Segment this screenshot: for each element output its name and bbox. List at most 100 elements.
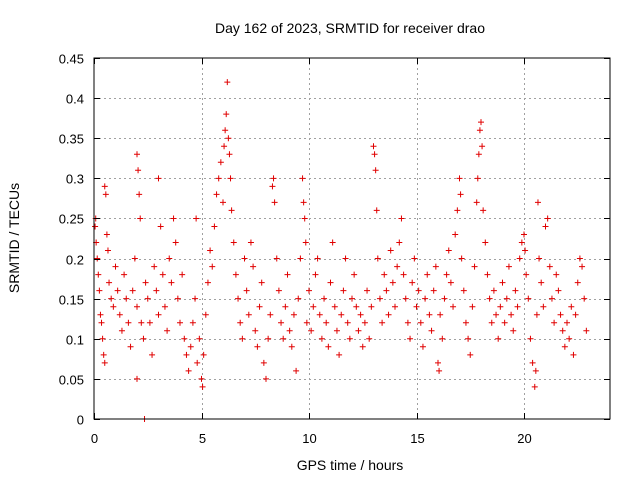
data-point <box>293 367 300 374</box>
data-point <box>323 319 330 326</box>
data-point <box>424 271 431 278</box>
y-tick-label: 0.15 <box>59 293 84 308</box>
data-point <box>546 263 553 270</box>
data-point <box>568 303 575 310</box>
data-point <box>155 175 162 182</box>
data-point <box>385 311 392 318</box>
data-point <box>217 159 224 166</box>
data-point <box>207 247 214 254</box>
data-point <box>198 375 205 382</box>
data-point <box>247 239 254 246</box>
data-point <box>398 215 405 222</box>
data-point <box>270 175 277 182</box>
data-point <box>542 223 549 230</box>
data-point <box>566 335 573 342</box>
data-point <box>499 279 506 286</box>
data-point <box>187 343 194 350</box>
x-axis-label: GPS time / hours <box>297 457 404 473</box>
data-point <box>314 255 321 262</box>
y-tick-label: 0.05 <box>59 373 84 388</box>
data-point <box>454 207 461 214</box>
data-point <box>98 319 105 326</box>
data-point <box>224 79 231 86</box>
y-tick-label: 0.35 <box>59 132 84 147</box>
data-point <box>183 351 190 358</box>
data-point <box>230 239 237 246</box>
data-point <box>318 335 325 342</box>
data-point <box>484 271 491 278</box>
data-point <box>101 183 108 190</box>
data-point <box>193 215 200 222</box>
data-point <box>166 255 173 262</box>
data-point <box>409 279 416 286</box>
x-tick-label: 15 <box>410 431 424 446</box>
data-point <box>346 335 353 342</box>
data-point <box>349 295 355 302</box>
data-point <box>338 311 345 318</box>
y-tick-label: 0.1 <box>66 333 84 348</box>
data-points <box>92 79 590 422</box>
data-point <box>168 279 175 286</box>
data-point <box>364 287 371 294</box>
data-point <box>263 375 269 382</box>
data-point <box>151 263 158 270</box>
data-point <box>101 359 108 366</box>
data-point <box>114 287 121 294</box>
data-point <box>269 183 276 190</box>
data-point <box>426 311 433 318</box>
data-point <box>478 119 484 126</box>
data-point <box>452 231 459 238</box>
data-point <box>396 239 403 246</box>
data-point <box>383 287 390 294</box>
data-point <box>310 303 317 310</box>
data-point <box>146 319 153 326</box>
data-point <box>505 263 512 270</box>
data-point <box>300 199 307 206</box>
data-point <box>202 311 209 318</box>
data-point <box>514 303 521 310</box>
data-point <box>329 239 336 246</box>
data-point <box>476 127 483 134</box>
data-point <box>415 287 422 294</box>
data-point <box>404 319 411 326</box>
data-point <box>94 255 101 262</box>
data-point <box>387 247 394 254</box>
data-point <box>361 319 368 326</box>
data-point <box>97 311 104 318</box>
data-point <box>204 279 211 286</box>
data-point <box>95 271 102 278</box>
x-tick-label: 5 <box>199 431 206 446</box>
data-point <box>303 319 310 326</box>
data-point <box>540 303 547 310</box>
data-point <box>99 335 106 342</box>
data-point <box>333 327 340 334</box>
x-tick-label: 10 <box>302 431 316 446</box>
data-point <box>179 271 186 278</box>
data-point <box>340 287 347 294</box>
data-point <box>172 239 179 246</box>
data-point <box>465 335 472 342</box>
data-point <box>551 319 558 326</box>
data-point <box>572 311 579 318</box>
data-point <box>106 279 113 286</box>
data-point <box>430 287 437 294</box>
data-point <box>200 351 207 358</box>
data-point <box>400 271 407 278</box>
data-point <box>435 359 441 366</box>
data-point <box>301 215 308 222</box>
data-point <box>555 287 562 294</box>
data-point <box>299 175 306 182</box>
chart-title: Day 162 of 2023, SRMTID for receiver dra… <box>215 20 485 36</box>
data-point <box>316 311 323 318</box>
data-point <box>312 271 319 278</box>
data-point <box>237 319 244 326</box>
data-point <box>374 255 381 262</box>
data-point <box>553 271 560 278</box>
data-point <box>373 207 380 214</box>
data-point <box>457 191 464 198</box>
data-point <box>467 351 474 358</box>
data-point <box>342 255 349 262</box>
data-point <box>170 215 177 222</box>
data-point <box>232 271 239 278</box>
